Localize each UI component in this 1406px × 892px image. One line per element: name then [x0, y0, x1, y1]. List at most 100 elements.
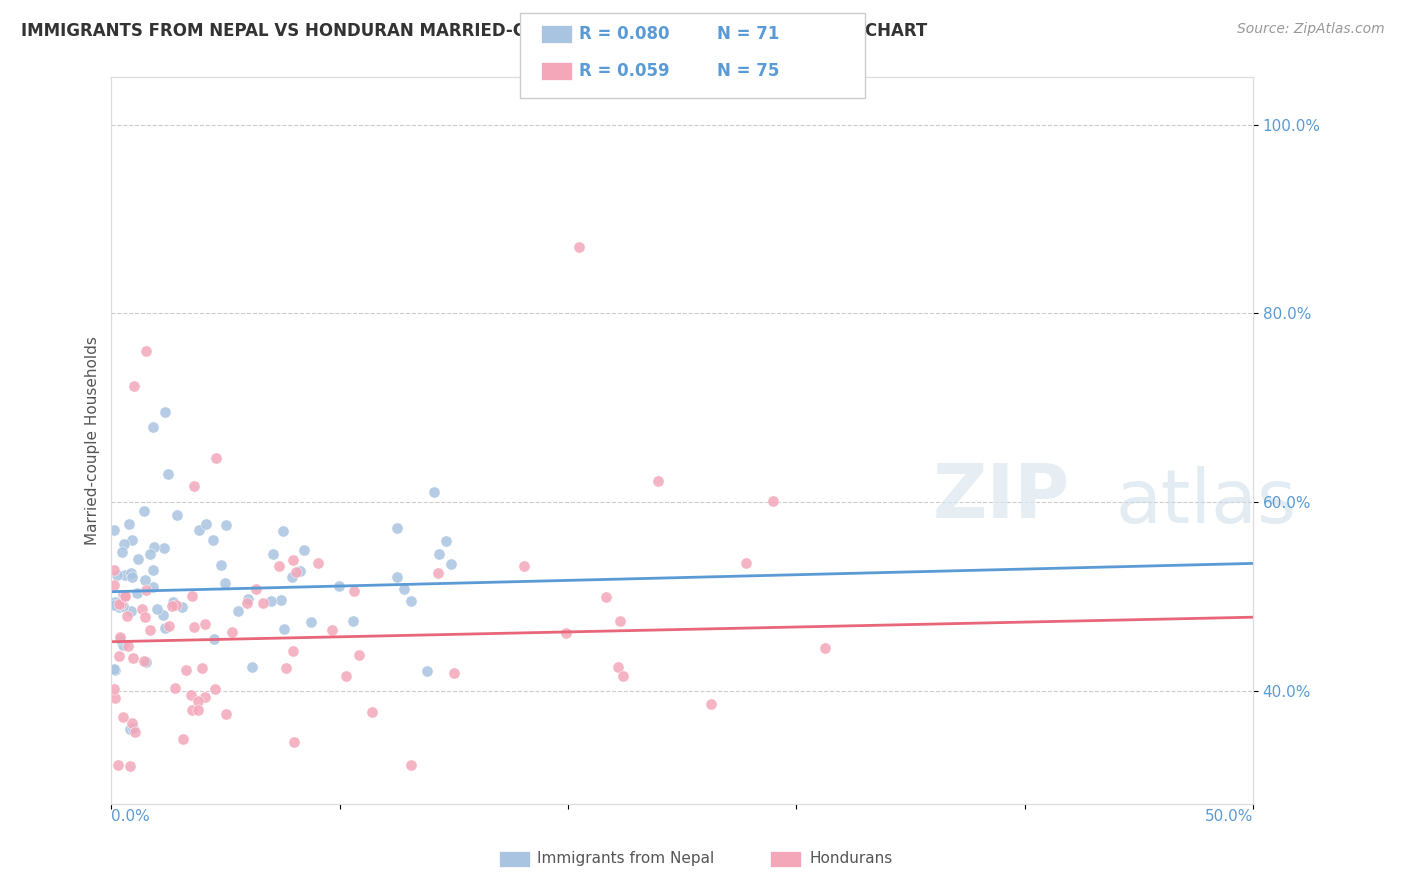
Point: [108, 632, 131, 646]
Point: [153, 621, 176, 635]
Point: [260, 594, 283, 608]
Point: [387, 570, 409, 584]
Point: [142, 563, 165, 577]
Point: [114, 568, 136, 582]
Point: [191, 661, 214, 675]
Point: [108, 630, 131, 644]
Point: [281, 569, 304, 583]
Point: [513, 559, 536, 574]
Point: [180, 689, 202, 703]
Point: [187, 703, 209, 717]
Point: [111, 588, 134, 602]
Point: [107, 757, 129, 772]
Point: [155, 405, 177, 419]
Point: [214, 576, 236, 591]
Point: [170, 600, 193, 615]
Point: [439, 557, 461, 571]
Point: [299, 615, 322, 629]
Point: [211, 558, 233, 572]
Point: [104, 690, 127, 705]
Point: [568, 240, 591, 254]
Point: [328, 579, 350, 593]
Point: [283, 553, 305, 567]
Text: R = 0.059: R = 0.059: [579, 62, 669, 80]
Point: [112, 537, 135, 551]
Point: [180, 702, 202, 716]
Point: [595, 591, 617, 605]
Point: [416, 664, 439, 678]
Point: [204, 681, 226, 696]
Point: [118, 722, 141, 736]
Point: [111, 638, 134, 652]
Point: [103, 523, 125, 537]
Point: [609, 614, 631, 628]
Point: [132, 504, 155, 518]
Point: [122, 379, 145, 393]
Point: [284, 565, 307, 579]
Text: Immigrants from Nepal: Immigrants from Nepal: [537, 852, 714, 866]
Point: [342, 614, 364, 628]
Point: [392, 582, 415, 597]
Point: [145, 601, 167, 615]
Point: [361, 705, 384, 719]
Point: [215, 518, 238, 533]
Point: [135, 344, 157, 359]
Point: [121, 721, 143, 735]
Point: [187, 693, 209, 707]
Point: [142, 580, 165, 594]
Point: [118, 759, 141, 773]
Point: [240, 660, 263, 674]
Text: atlas: atlas: [1116, 466, 1296, 539]
Point: [139, 623, 162, 637]
Text: Source: ZipAtlas.com: Source: ZipAtlas.com: [1237, 22, 1385, 37]
Point: [399, 757, 422, 772]
Point: [152, 608, 174, 623]
Point: [115, 608, 138, 623]
Point: [271, 524, 294, 539]
Point: [160, 599, 183, 613]
Point: [152, 541, 174, 556]
Point: [194, 617, 217, 632]
Text: 50.0%: 50.0%: [1205, 809, 1253, 823]
Point: [183, 620, 205, 634]
Point: [194, 516, 217, 531]
Point: [135, 656, 157, 670]
Point: [134, 573, 156, 587]
Point: [221, 624, 243, 639]
Point: [127, 585, 149, 599]
Point: [121, 533, 143, 547]
Point: [120, 566, 142, 580]
Point: [252, 596, 274, 610]
Point: [262, 547, 284, 561]
Point: [108, 600, 131, 615]
Point: [426, 566, 449, 580]
Text: ZIP: ZIP: [934, 461, 1070, 533]
Point: [134, 654, 156, 668]
Point: [343, 584, 366, 599]
Point: [215, 706, 238, 721]
Point: [110, 598, 132, 612]
Point: [110, 595, 132, 609]
Text: Hondurans: Hondurans: [810, 852, 893, 866]
Text: N = 71: N = 71: [717, 25, 779, 43]
Point: [607, 660, 630, 674]
Point: [108, 649, 131, 664]
Point: [290, 564, 312, 578]
Text: N = 75: N = 75: [717, 62, 779, 80]
Text: R = 0.080: R = 0.080: [579, 25, 669, 43]
Point: [273, 622, 295, 636]
Point: [124, 724, 146, 739]
Point: [121, 569, 143, 583]
Point: [117, 517, 139, 532]
Point: [555, 626, 578, 640]
Point: [103, 598, 125, 612]
Point: [157, 467, 180, 481]
Point: [245, 582, 267, 597]
Point: [700, 697, 723, 711]
Point: [270, 592, 292, 607]
Point: [267, 559, 290, 574]
Point: [131, 602, 153, 616]
Point: [734, 556, 756, 570]
Point: [135, 583, 157, 598]
Point: [165, 599, 187, 613]
